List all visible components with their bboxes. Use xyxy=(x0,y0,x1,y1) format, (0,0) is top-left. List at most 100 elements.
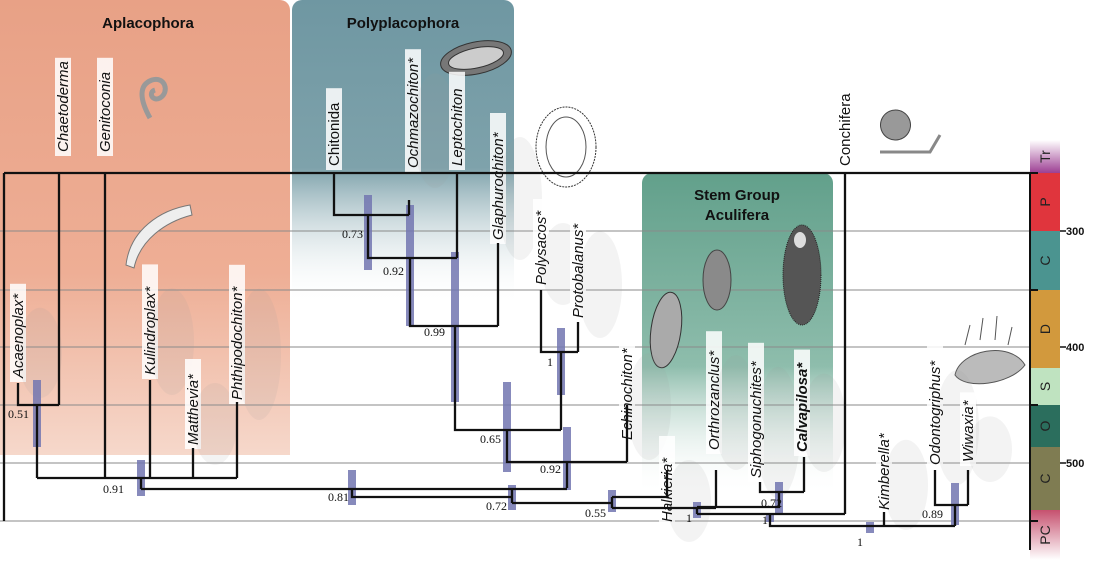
tree-branch xyxy=(933,470,968,507)
clade-title-stem-group-line2: Aculifera xyxy=(705,207,770,224)
period-band xyxy=(1030,140,1060,173)
taxon-label: Phthipodochiton* xyxy=(229,285,246,400)
support-value: 0.72 xyxy=(761,496,782,510)
label-shadow xyxy=(968,416,1012,483)
label-gap xyxy=(490,113,506,244)
tree-branch xyxy=(768,514,955,528)
label-gap xyxy=(55,57,71,156)
period-label: C xyxy=(1037,255,1053,265)
kulindroplax-illustration xyxy=(125,204,193,269)
tree-branch xyxy=(612,470,669,499)
label-gap xyxy=(619,329,635,444)
label-gap xyxy=(10,283,26,382)
calvapilosa-shell-illustration xyxy=(794,232,806,248)
label-gap xyxy=(449,71,465,170)
support-value: 1 xyxy=(857,535,863,549)
clade-title-stem-group-line1: Stem Group xyxy=(694,187,780,204)
node-age-bar xyxy=(503,382,511,472)
taxon-label: Siphogonuchites* xyxy=(748,360,765,478)
label-gap xyxy=(794,349,810,456)
label-shadow xyxy=(627,353,671,461)
label-gap xyxy=(748,342,764,482)
tree-branch xyxy=(505,430,627,464)
taxon-label: Calvapilosa* xyxy=(794,362,811,452)
label-shadow xyxy=(802,373,846,472)
snail-body-illustration xyxy=(880,134,942,154)
chiton-valves-illustration xyxy=(448,46,504,70)
label-shadow xyxy=(18,307,62,398)
label-shadow xyxy=(667,460,711,542)
taxon-label: Polysacos* xyxy=(533,210,550,285)
organism-illustrations xyxy=(125,40,1026,385)
label-shadow xyxy=(578,231,622,338)
label-shadow xyxy=(150,288,194,396)
label-shadow xyxy=(498,137,542,260)
taxon-label: Acaenoplax* xyxy=(10,293,27,379)
taxon-label: Chitonida xyxy=(326,102,343,166)
tree-branch xyxy=(539,290,578,354)
tree-branch xyxy=(350,489,512,499)
period-label: O xyxy=(1037,420,1053,431)
period-band xyxy=(1030,231,1060,290)
label-gap xyxy=(837,80,853,170)
tree-branch xyxy=(366,215,457,260)
taxon-label: Conchifera xyxy=(837,93,854,166)
taxon-label: Orthrozanclus* xyxy=(706,350,723,450)
support-value: 0.89 xyxy=(922,507,943,521)
taxon-label: Kulindroplax* xyxy=(142,285,159,375)
taxon-label: Chaetoderma xyxy=(55,61,72,152)
label-gap xyxy=(326,88,342,170)
polysacos-illustration xyxy=(535,106,597,188)
label-shadow xyxy=(237,288,281,420)
support-values: 0.51 0.91 0.73 0.92 0.99 0.81 0.65 0.92 1 0.72 0.5… xyxy=(8,227,943,549)
support-value: 0.81 xyxy=(328,490,349,504)
taxon-labels: Chaetoderma Genitoconia Acaenoplax* Kulindr… xyxy=(10,57,977,522)
label-gap xyxy=(706,331,722,454)
label-gap xyxy=(142,264,158,379)
label-gap xyxy=(97,57,113,156)
period-band xyxy=(1030,405,1060,447)
label-gap xyxy=(185,359,201,449)
label-shadows xyxy=(10,49,1012,542)
label-gap xyxy=(570,207,586,322)
support-value: 1 xyxy=(547,355,553,369)
support-value: 0.72 xyxy=(486,499,507,513)
label-shadow xyxy=(193,383,237,465)
period-label: PC xyxy=(1037,525,1053,544)
label-gap xyxy=(927,346,943,469)
taxon-label: Wiwaxia* xyxy=(960,399,977,462)
period-band xyxy=(1030,290,1060,368)
wiwaxia-illustration xyxy=(954,315,1026,385)
period-band xyxy=(1030,447,1060,510)
tree-branch xyxy=(408,258,498,328)
taxon-label: Echinochiton* xyxy=(619,347,636,440)
label-gap xyxy=(405,49,421,173)
tree-branches xyxy=(2,171,1030,528)
aplacophoran-worm-illustration xyxy=(139,76,168,120)
support-value: 0.65 xyxy=(480,432,501,446)
taxon-label: Genitoconia xyxy=(97,72,114,152)
label-shadow xyxy=(714,355,758,470)
support-value: 0.92 xyxy=(383,264,404,278)
polysacos-inner-illustration xyxy=(545,116,587,178)
support-value: 1 xyxy=(762,513,768,527)
taxon-label: Ochmazochiton* xyxy=(405,57,422,168)
period-label: P xyxy=(1037,197,1053,206)
taxon-label: Protobalanus* xyxy=(570,223,587,318)
period-label: Tr xyxy=(1037,150,1053,163)
taxon-label: Kimberella* xyxy=(876,432,893,510)
tree-branch xyxy=(758,482,804,494)
node-age-bar xyxy=(866,522,874,533)
tree-branch xyxy=(16,383,59,407)
period-band xyxy=(1030,368,1060,405)
label-gap xyxy=(876,415,892,514)
age-tick-label: 400 xyxy=(1066,342,1084,354)
support-value: 0.99 xyxy=(424,325,445,339)
tree-branch xyxy=(453,326,561,432)
period-band xyxy=(1030,510,1060,560)
age-tick-label: 500 xyxy=(1066,458,1084,470)
period-label: D xyxy=(1037,324,1053,334)
taxon-label: Glaphurochiton* xyxy=(490,131,507,240)
